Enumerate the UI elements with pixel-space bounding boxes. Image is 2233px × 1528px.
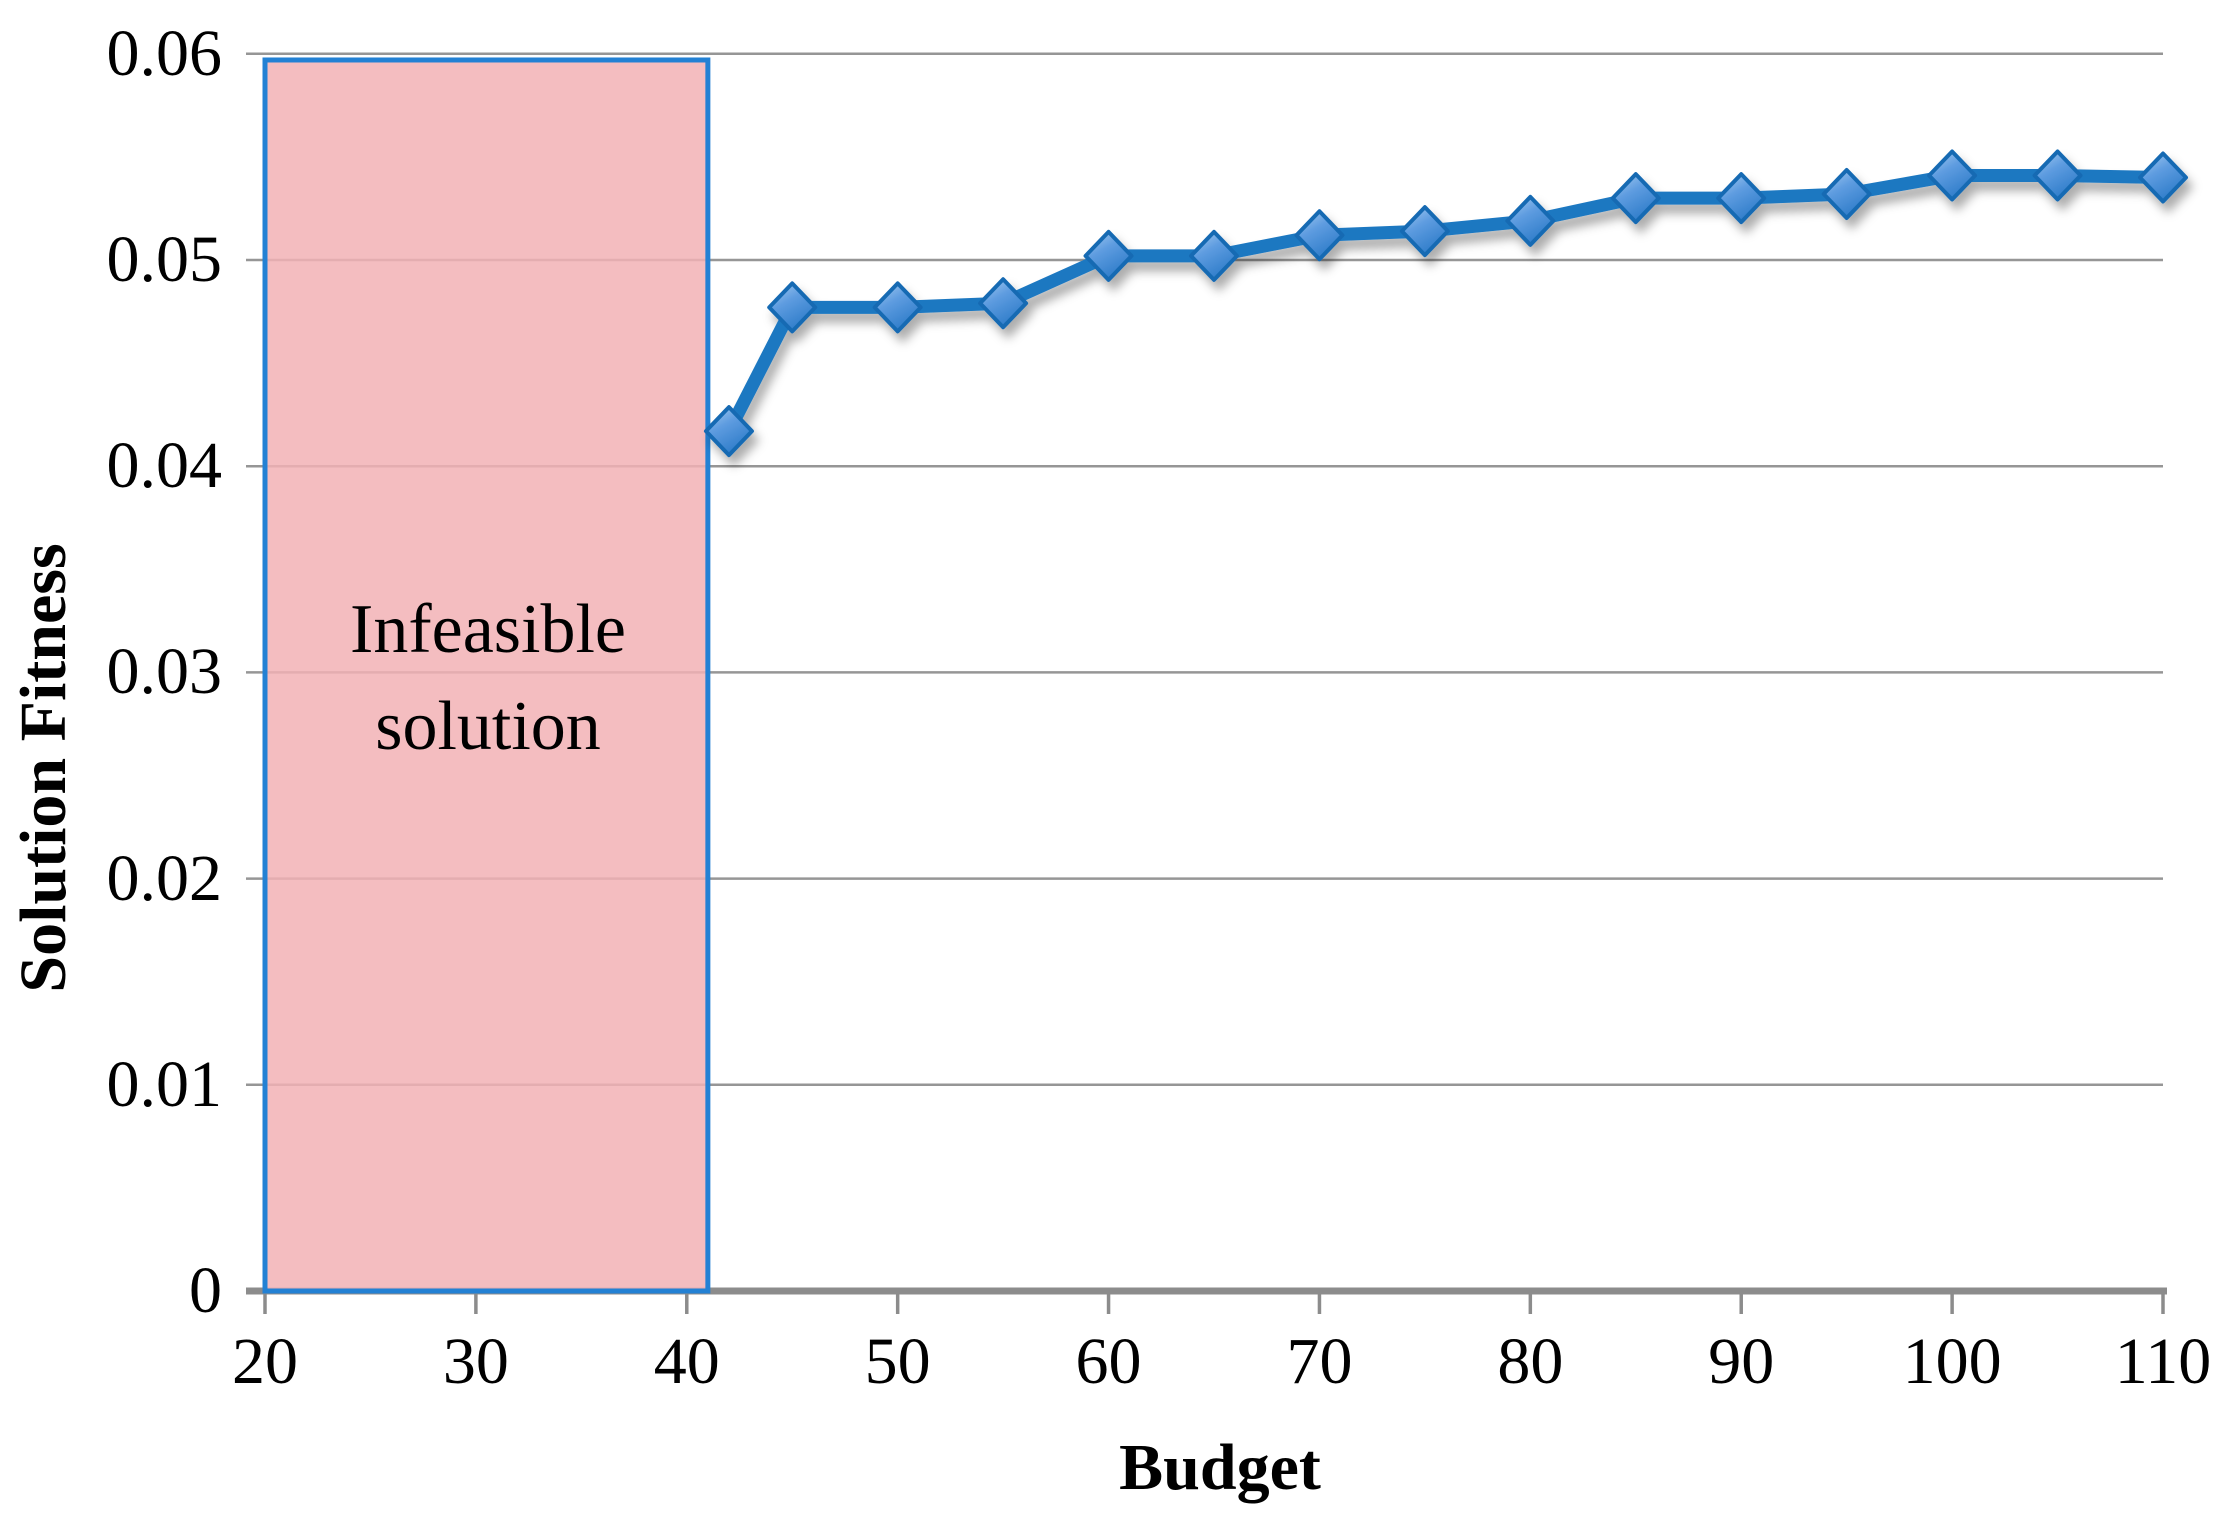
x-tick-label-90: 90 xyxy=(1708,1325,1775,1398)
y-tick-label-0.01: 0.01 xyxy=(106,1047,223,1121)
data-point-marker xyxy=(1821,168,1872,221)
data-point-marker xyxy=(1716,172,1767,225)
y-tick-label-0.05: 0.05 xyxy=(106,223,223,296)
data-point-marker xyxy=(1083,229,1134,282)
y-tick-label-0: 0 xyxy=(189,1254,222,1327)
infeasible-region-label-line2: solution xyxy=(375,688,601,765)
x-tick-label-100: 100 xyxy=(1902,1325,2002,1398)
data-point-marker xyxy=(1610,172,1661,225)
infeasible-region-label: Infeasible solution xyxy=(350,581,626,775)
y-tick-label-0.03: 0.03 xyxy=(106,635,223,709)
data-point-marker xyxy=(978,277,1029,330)
y-tick-label-0.04: 0.04 xyxy=(106,429,223,503)
x-tick-label-110: 110 xyxy=(2114,1325,2212,1398)
y-tick-label-0.02: 0.02 xyxy=(106,841,223,915)
data-point-marker xyxy=(872,281,923,334)
data-point-marker xyxy=(1189,229,1239,282)
x-tick-label-60: 60 xyxy=(1075,1325,1142,1398)
data-point-marker xyxy=(1399,205,1450,258)
x-tick-label-50: 50 xyxy=(864,1325,931,1398)
x-axis-title: Budget xyxy=(1119,1431,1321,1504)
infeasible-region xyxy=(262,57,711,1294)
series-line xyxy=(722,168,2170,438)
y-axis-title: Solution Fitness xyxy=(7,543,80,993)
data-point-marker xyxy=(1927,149,1978,202)
series-group xyxy=(703,149,2188,458)
x-tick-label-20: 20 xyxy=(232,1325,298,1398)
data-point-marker xyxy=(703,405,754,458)
data-point-marker xyxy=(1294,209,1345,262)
x-tick-label-30: 30 xyxy=(442,1325,509,1398)
data-point-marker xyxy=(1505,194,1556,247)
x-tick-label-70: 70 xyxy=(1286,1325,1353,1398)
x-tick-label-40: 40 xyxy=(653,1325,720,1398)
infeasible-region-label-line1: Infeasible xyxy=(350,591,626,668)
x-tick-label-80: 80 xyxy=(1497,1325,1564,1398)
data-point-marker xyxy=(2138,151,2188,204)
data-point-marker xyxy=(767,281,818,334)
data-point-marker xyxy=(2032,149,2083,202)
y-tick-label-0.06: 0.06 xyxy=(106,16,223,90)
